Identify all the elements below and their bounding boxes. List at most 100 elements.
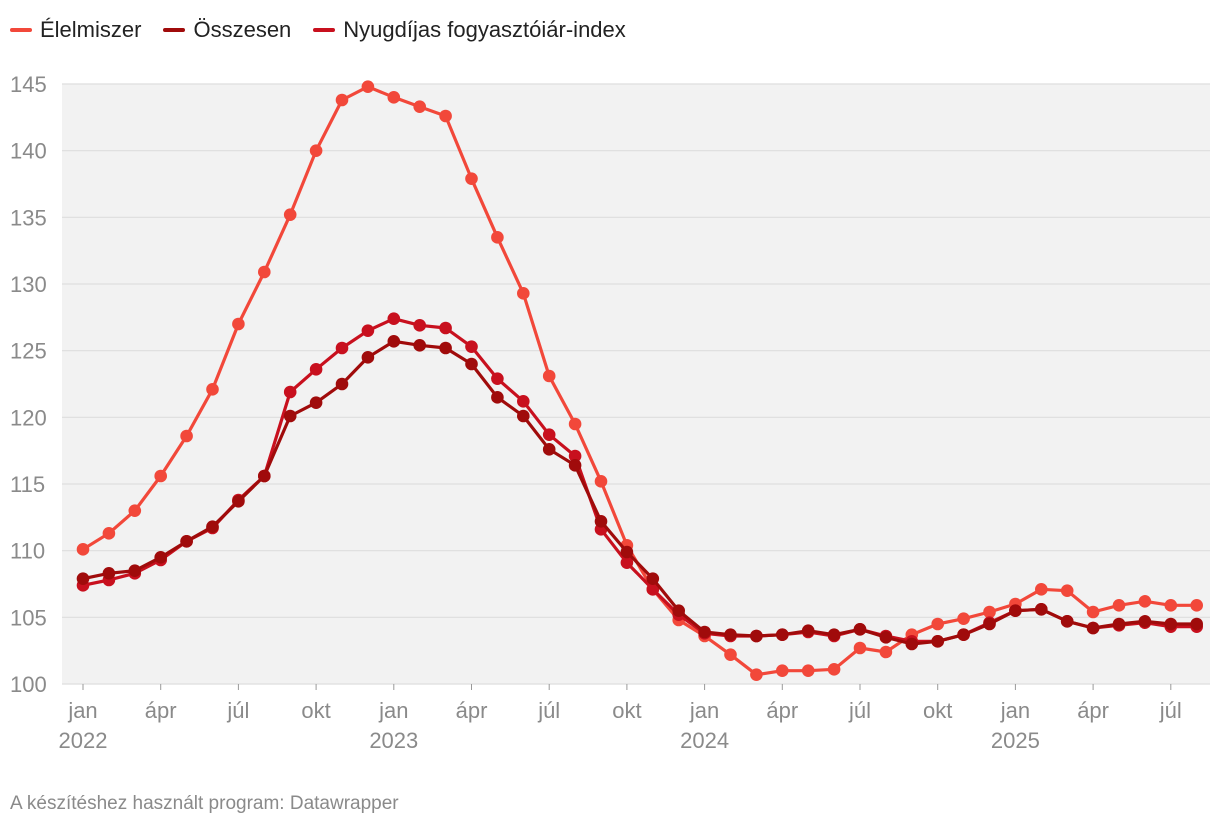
plot-background: [62, 84, 1210, 684]
data-point: [387, 312, 401, 325]
data-point: [1086, 621, 1100, 635]
data-point: [517, 395, 530, 408]
legend-item: Élelmiszer: [10, 17, 141, 43]
x-tick-label: jan: [689, 698, 719, 723]
data-point: [620, 556, 634, 569]
data-point: [491, 372, 504, 385]
data-point: [102, 567, 116, 580]
x-tick-year-label: 2023: [369, 728, 418, 753]
data-point: [620, 545, 634, 559]
data-point: [1112, 599, 1126, 612]
x-tick-label: ápr: [145, 698, 177, 723]
x-tick-label: okt: [301, 698, 330, 723]
data-point: [1190, 599, 1203, 612]
data-point: [154, 551, 167, 564]
x-tick-label: ápr: [766, 698, 798, 723]
data-point: [1009, 604, 1022, 617]
data-point: [335, 377, 349, 391]
data-point: [1060, 584, 1074, 597]
legend-label: Élelmiszer: [40, 17, 142, 42]
y-tick-label: 130: [10, 272, 47, 297]
data-point: [76, 572, 90, 585]
data-point: [439, 341, 452, 355]
data-point: [724, 648, 737, 661]
data-point: [387, 91, 401, 104]
data-point: [491, 231, 504, 244]
data-point: [180, 429, 193, 443]
x-tick-label: júl: [1159, 698, 1182, 723]
legend-item: Összesen: [163, 17, 291, 43]
line-chart: 100 105 110 115 120 125 130 135 140 145 jan 2022 ápr…: [10, 72, 1210, 753]
data-point: [750, 629, 763, 643]
data-point: [258, 265, 271, 279]
data-point: [232, 495, 245, 508]
data-point: [827, 663, 841, 676]
data-point: [776, 664, 789, 677]
data-point: [232, 317, 245, 331]
x-tick-label: júl: [848, 698, 871, 723]
data-point: [568, 459, 582, 472]
data-point: [594, 475, 608, 488]
data-point: [258, 469, 271, 483]
data-point: [491, 391, 504, 404]
data-point: [724, 628, 737, 641]
x-tick-year-label: 2022: [59, 728, 108, 753]
data-point: [542, 369, 556, 383]
data-point: [1112, 617, 1126, 631]
data-point: [465, 357, 478, 371]
data-point: [1060, 615, 1074, 628]
data-point: [283, 208, 297, 221]
y-tick-label: 120: [10, 405, 47, 430]
data-point: [983, 617, 996, 631]
data-point: [206, 520, 219, 533]
x-tick-label: okt: [923, 698, 952, 723]
x-tick-year-label: 2025: [991, 728, 1040, 753]
data-point: [439, 109, 452, 123]
data-point: [957, 628, 970, 641]
data-point: [361, 324, 375, 337]
data-point: [698, 625, 711, 639]
data-point: [309, 144, 323, 157]
data-point: [879, 631, 893, 644]
data-point: [1164, 599, 1178, 612]
data-point: [1190, 617, 1203, 631]
y-tick-label: 105: [10, 605, 47, 630]
x-tick-label: júl: [226, 698, 249, 723]
data-point: [801, 624, 815, 637]
x-tick-label: ápr: [1077, 698, 1109, 723]
chart-legend: Élelmiszer Összesen Nyugdíjas fogyasztóiár…: [10, 14, 626, 46]
data-point: [76, 543, 90, 556]
x-tick-label: jan: [67, 698, 97, 723]
data-point: [542, 443, 556, 456]
x-tick-label: júl: [537, 698, 560, 723]
data-point: [1138, 615, 1152, 628]
data-point: [413, 339, 427, 352]
data-point: [154, 469, 167, 483]
data-point: [283, 409, 297, 423]
data-point: [361, 351, 375, 364]
x-tick-label: ápr: [456, 698, 488, 723]
data-point: [853, 641, 867, 655]
data-point: [646, 583, 660, 596]
data-point: [568, 417, 582, 431]
data-point: [568, 449, 582, 463]
y-tick-label: 145: [10, 72, 47, 97]
data-point: [957, 612, 970, 625]
x-tick-label: jan: [1000, 698, 1030, 723]
data-point: [1035, 603, 1048, 616]
data-point: [801, 664, 815, 677]
data-point: [517, 409, 530, 423]
data-point: [413, 319, 427, 332]
y-tick-label: 115: [10, 472, 45, 497]
data-point: [931, 617, 944, 631]
y-tick-label: 110: [10, 539, 45, 564]
legend-label: Összesen: [193, 17, 292, 42]
legend-swatch: [10, 28, 32, 32]
data-point: [335, 341, 349, 355]
data-point: [1138, 595, 1152, 608]
x-tick-label: jan: [378, 698, 408, 723]
data-point: [283, 385, 297, 399]
data-point: [517, 287, 530, 300]
data-point: [1035, 583, 1048, 596]
data-point: [542, 428, 556, 441]
